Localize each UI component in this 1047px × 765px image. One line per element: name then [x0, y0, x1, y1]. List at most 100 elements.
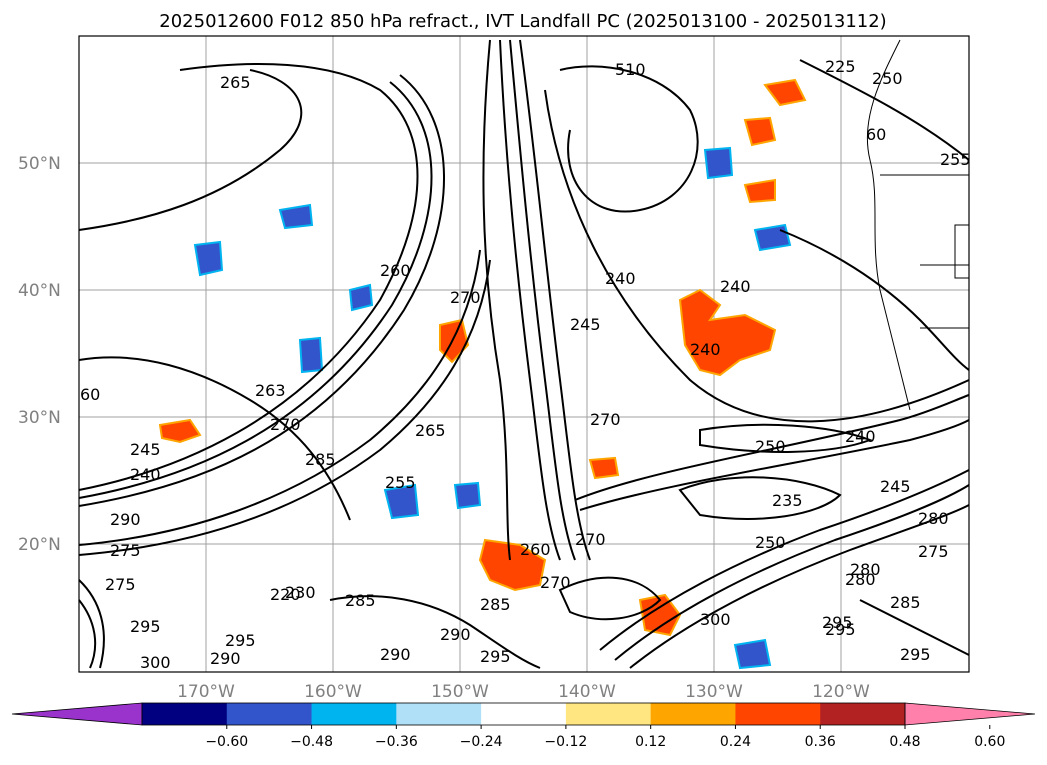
contour-label: 285: [345, 591, 376, 610]
contour-label: 290: [380, 645, 411, 664]
lat-tick-label: 30°N: [18, 408, 61, 428]
contour-label: 245: [570, 315, 601, 334]
contour-line: [78, 81, 433, 499]
colorbar-tick-label: −0.60: [205, 734, 248, 750]
contour-label: 270: [590, 410, 621, 429]
map-frame: [78, 35, 970, 673]
colorbar-frame: [141, 702, 906, 726]
contour-label: 285: [890, 593, 921, 612]
lon-tick-label: 120°W: [812, 682, 870, 702]
colorbar-segment: [820, 703, 906, 725]
contour-label: 270: [540, 573, 571, 592]
contour-label: 240: [130, 465, 161, 484]
contour-line: [614, 484, 970, 661]
contour-line: [579, 419, 970, 511]
lon-tick-label: 170°W: [177, 682, 235, 702]
map-title: 2025012600 F012 850 hPa refract., IVT La…: [159, 11, 886, 32]
negative-anomaly-patch: [733, 638, 772, 670]
contour-line: [499, 39, 561, 561]
colorbar-tick-label: 0.12: [635, 734, 666, 750]
colorbar-extend-low: [11, 702, 143, 726]
contour-label: 60: [80, 385, 100, 404]
colorbar-tick-label: 0.24: [720, 734, 751, 750]
colorbar-segment: [226, 703, 313, 725]
contour-label: 295: [480, 647, 511, 666]
contour-label: 290: [110, 510, 141, 529]
positive-anomaly-patch: [678, 288, 777, 377]
positive-anomaly-patch: [638, 593, 682, 637]
contour-line: [78, 579, 105, 669]
positive-anomaly-patch: [588, 456, 620, 480]
map-panel: 265 225 250 60 255 260 270 240 245 240 2…: [78, 35, 971, 673]
contour-label: 240: [690, 340, 721, 359]
contour-line: [558, 576, 662, 621]
positive-anomaly-patch: [158, 418, 202, 444]
contour-line: [574, 394, 970, 501]
contour-label: 275: [918, 542, 949, 561]
contour-line: [329, 595, 541, 669]
negative-anomaly-patch: [453, 481, 482, 510]
negative-anomaly-patch: [298, 336, 324, 374]
contour-label: 60: [866, 125, 886, 144]
negative-anomaly-patch: [348, 283, 374, 312]
contour-label: 510: [615, 60, 646, 79]
colorbar-tick-label: −0.24: [460, 734, 503, 750]
contour-lines: [78, 39, 970, 669]
negative-anomaly-patch: [753, 223, 792, 252]
contour-line: [78, 599, 97, 669]
lon-tick-label: 130°W: [685, 682, 743, 702]
colorbar-tick-label: 0.60: [974, 734, 1005, 750]
lat-tick-label: 20°N: [18, 535, 61, 555]
positive-anomaly-patch: [763, 78, 807, 107]
contour-label: 280: [845, 570, 876, 589]
contour-label: 255: [940, 150, 971, 169]
contour-label: 235: [772, 491, 803, 510]
contour-label: 270: [450, 288, 481, 307]
contour-line: [799, 59, 970, 161]
contour-line: [779, 229, 970, 371]
contour-label: 270: [575, 530, 606, 549]
contour-line: [699, 423, 873, 453]
positive-anomaly-patch: [478, 538, 547, 592]
colorbar-tick-label: −0.12: [544, 734, 587, 750]
colorbar-segment: [396, 703, 482, 725]
positive-anomaly-patch: [743, 116, 777, 147]
lat-tick-label: 40°N: [18, 281, 61, 301]
negative-anomaly-patch: [383, 483, 420, 520]
contour-line: [599, 469, 970, 651]
positive-anomaly-patch: [743, 178, 776, 204]
colorbar-tick-label: 0.48: [889, 734, 920, 750]
contour-label: 295: [825, 620, 856, 639]
contour-line: [509, 39, 576, 561]
contour-label: 240: [605, 269, 636, 288]
contour-line: [78, 69, 303, 231]
lon-tick-label: 140°W: [558, 682, 616, 702]
contour-line: [78, 259, 491, 556]
contour-label: 250: [755, 437, 786, 456]
contour-line: [629, 504, 970, 669]
contour-label: 220: [270, 585, 301, 604]
negative-anomaly-patch: [703, 146, 734, 180]
negative-anomaly-patch: [193, 240, 224, 277]
colorbar-tick-label: −0.36: [375, 734, 418, 750]
lon-tick-label: 150°W: [431, 682, 489, 702]
colorbar-segment: [142, 703, 228, 725]
contour-label: 285: [480, 595, 511, 614]
colorbar-extend-high: [904, 702, 1036, 726]
colorbar-segment: [735, 703, 821, 725]
colorbar-segment: [481, 703, 567, 725]
contour-label: 250: [872, 69, 903, 88]
contour-label: 295: [900, 645, 931, 664]
contour-label: 285: [305, 450, 336, 469]
colorbar-segment: [311, 703, 397, 725]
colorbar-tick-label: 0.36: [805, 734, 836, 750]
contour-line: [78, 356, 351, 521]
lon-tick-label: 160°W: [304, 682, 362, 702]
contour-label: 265: [415, 421, 446, 440]
contour-label: 260: [520, 540, 551, 559]
contour-label-group: 265 225 250 60 255 260 270 240 245 240 2…: [80, 57, 971, 672]
contour-label: 290: [440, 625, 471, 644]
contour-line: [544, 89, 970, 423]
contour-label: 240: [720, 277, 751, 296]
